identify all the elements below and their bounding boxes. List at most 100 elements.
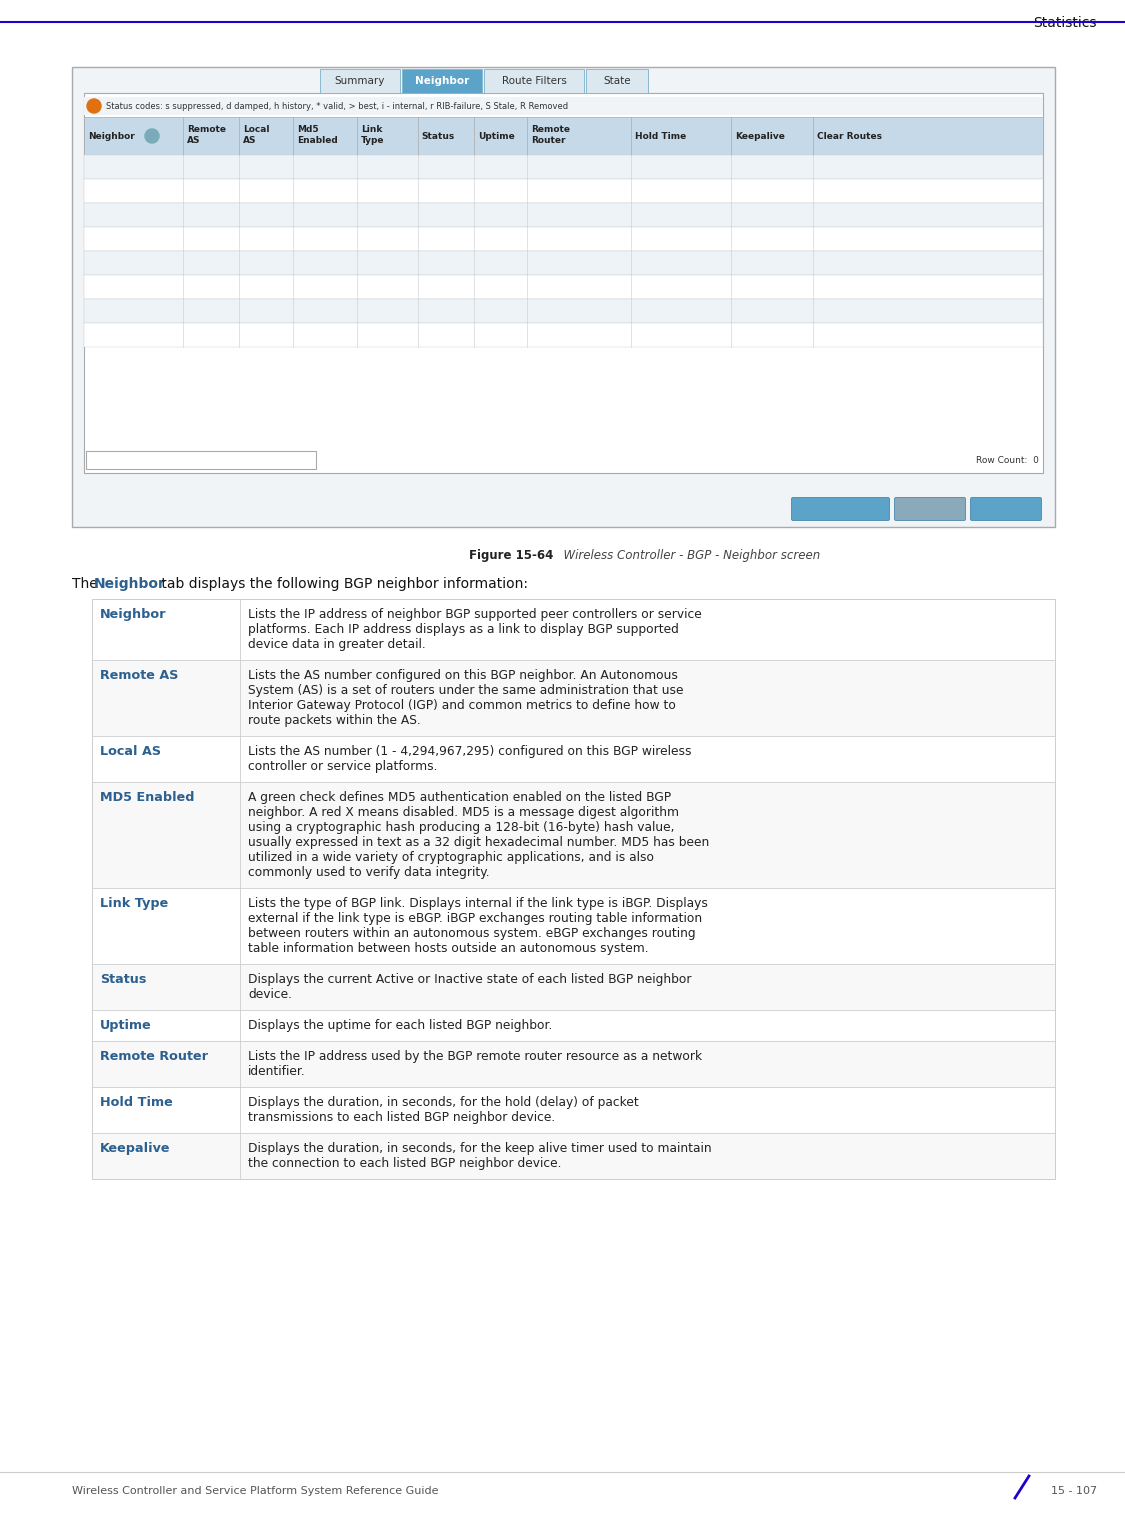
Text: neighbor. A red X means disabled. MD5 is a message digest algorithm: neighbor. A red X means disabled. MD5 is… bbox=[248, 806, 680, 819]
Text: Remote Router: Remote Router bbox=[100, 1050, 208, 1063]
Bar bbox=[92, 1041, 1055, 1088]
Text: route packets within the AS.: route packets within the AS. bbox=[248, 715, 421, 727]
Text: Clear IP BGP: Clear IP BGP bbox=[809, 505, 872, 513]
Text: Wireless Controller and Service Platform System Reference Guide: Wireless Controller and Service Platform… bbox=[72, 1487, 439, 1496]
Text: MD5 Enabled: MD5 Enabled bbox=[100, 790, 195, 804]
Text: AS: AS bbox=[243, 137, 256, 146]
Text: Keepalive: Keepalive bbox=[100, 1142, 171, 1154]
Text: Neighbor: Neighbor bbox=[94, 576, 165, 592]
Text: Hold Time: Hold Time bbox=[100, 1095, 173, 1109]
Text: AS: AS bbox=[187, 137, 200, 146]
Text: State: State bbox=[603, 76, 631, 86]
Circle shape bbox=[145, 129, 159, 143]
Text: Lists the IP address of neighbor BGP supported peer controllers or service: Lists the IP address of neighbor BGP sup… bbox=[248, 608, 702, 620]
Text: Status codes: s suppressed, d damped, h history, * valid, > best, i - internal, : Status codes: s suppressed, d damped, h … bbox=[106, 102, 568, 111]
Bar bbox=[84, 179, 1043, 203]
Text: Enabled: Enabled bbox=[297, 137, 338, 146]
Text: ⊙: ⊙ bbox=[148, 132, 155, 141]
Text: Route Filters: Route Filters bbox=[502, 76, 567, 86]
Text: identifier.: identifier. bbox=[248, 1065, 306, 1079]
Circle shape bbox=[87, 99, 101, 112]
Text: Local: Local bbox=[243, 124, 270, 133]
Text: utilized in a wide variety of cryptographic applications, and is also: utilized in a wide variety of cryptograp… bbox=[248, 851, 654, 865]
Bar bbox=[84, 299, 1043, 323]
Bar bbox=[92, 736, 1055, 781]
Text: Remote: Remote bbox=[187, 124, 226, 133]
Text: Displays the duration, in seconds, for the hold (delay) of packet: Displays the duration, in seconds, for t… bbox=[248, 1095, 639, 1109]
Text: usually expressed in text as a 32 digit hexadecimal number. MD5 has been: usually expressed in text as a 32 digit … bbox=[248, 836, 709, 850]
Bar bbox=[86, 451, 316, 469]
Text: Lists the AS number (1 - 4,294,967,295) configured on this BGP wireless: Lists the AS number (1 - 4,294,967,295) … bbox=[248, 745, 692, 758]
Text: external if the link type is eBGP. iBGP exchanges routing table information: external if the link type is eBGP. iBGP … bbox=[248, 912, 702, 925]
Text: Figure 15-64: Figure 15-64 bbox=[469, 549, 554, 561]
Text: Refresh: Refresh bbox=[987, 505, 1026, 513]
Bar bbox=[84, 117, 1043, 155]
Text: Remote AS: Remote AS bbox=[100, 669, 179, 683]
Text: Displays the uptime for each listed BGP neighbor.: Displays the uptime for each listed BGP … bbox=[248, 1019, 552, 1032]
Text: 15 - 107: 15 - 107 bbox=[1051, 1487, 1097, 1496]
Text: System (AS) is a set of routers under the same administration that use: System (AS) is a set of routers under th… bbox=[248, 684, 684, 696]
Text: platforms. Each IP address displays as a link to display BGP supported: platforms. Each IP address displays as a… bbox=[248, 623, 678, 636]
Bar bbox=[319, 68, 400, 93]
Text: using a cryptographic hash producing a 128-bit (16-byte) hash value,: using a cryptographic hash producing a 1… bbox=[248, 821, 675, 834]
Bar bbox=[84, 323, 1043, 347]
Bar bbox=[484, 68, 584, 93]
Bar bbox=[84, 97, 1043, 115]
Bar bbox=[92, 781, 1055, 887]
FancyBboxPatch shape bbox=[894, 498, 965, 520]
FancyBboxPatch shape bbox=[792, 498, 890, 520]
Bar bbox=[84, 93, 1043, 473]
Bar bbox=[92, 599, 1055, 660]
Bar bbox=[586, 68, 648, 93]
Text: transmissions to each listed BGP neighbor device.: transmissions to each listed BGP neighbo… bbox=[248, 1110, 556, 1124]
Bar bbox=[84, 275, 1043, 299]
Text: Clear Routes: Clear Routes bbox=[817, 132, 882, 141]
Text: Statistics: Statistics bbox=[1034, 17, 1097, 30]
Bar bbox=[84, 228, 1043, 250]
Text: Uptime: Uptime bbox=[100, 1019, 152, 1032]
Text: controller or service platforms.: controller or service platforms. bbox=[248, 760, 438, 774]
Bar bbox=[402, 68, 482, 93]
Text: Link: Link bbox=[361, 124, 382, 133]
Bar bbox=[92, 1088, 1055, 1133]
Text: device data in greater detail.: device data in greater detail. bbox=[248, 639, 425, 651]
Bar bbox=[92, 660, 1055, 736]
Text: Lists the IP address used by the BGP remote router resource as a network: Lists the IP address used by the BGP rem… bbox=[248, 1050, 702, 1063]
Text: commonly used to verify data integrity.: commonly used to verify data integrity. bbox=[248, 866, 489, 878]
Text: Lists the type of BGP link. Displays internal if the link type is iBGP. Displays: Lists the type of BGP link. Displays int… bbox=[248, 897, 708, 910]
Text: Displays the duration, in seconds, for the keep alive timer used to maintain: Displays the duration, in seconds, for t… bbox=[248, 1142, 712, 1154]
Text: Clear AS: Clear AS bbox=[909, 505, 952, 513]
Text: Interior Gateway Protocol (IGP) and common metrics to define how to: Interior Gateway Protocol (IGP) and comm… bbox=[248, 699, 676, 711]
Bar bbox=[92, 1133, 1055, 1179]
Text: Neighbor: Neighbor bbox=[100, 608, 166, 620]
Text: A green check defines MD5 authentication enabled on the listed BGP: A green check defines MD5 authentication… bbox=[248, 790, 672, 804]
Text: Router: Router bbox=[531, 137, 566, 146]
Text: Wireless Controller - BGP - Neighbor screen: Wireless Controller - BGP - Neighbor scr… bbox=[556, 549, 820, 561]
Text: Summary: Summary bbox=[335, 76, 385, 86]
Text: Remote: Remote bbox=[531, 124, 570, 133]
Text: ↓: ↓ bbox=[91, 102, 97, 111]
Bar bbox=[92, 963, 1055, 1010]
Text: tab displays the following BGP neighbor information:: tab displays the following BGP neighbor … bbox=[158, 576, 528, 592]
Text: Displays the current Active or Inactive state of each listed BGP neighbor: Displays the current Active or Inactive … bbox=[248, 972, 692, 986]
Bar bbox=[72, 67, 1055, 526]
Text: between routers within an autonomous system. eBGP exchanges routing: between routers within an autonomous sys… bbox=[248, 927, 695, 941]
Text: Neighbor: Neighbor bbox=[415, 76, 469, 86]
Text: Type to search in tables: Type to search in tables bbox=[92, 455, 199, 464]
Text: Neighbor: Neighbor bbox=[88, 132, 135, 141]
Bar bbox=[84, 155, 1043, 179]
Text: Type: Type bbox=[361, 137, 385, 146]
Bar bbox=[92, 1010, 1055, 1041]
Text: Keepalive: Keepalive bbox=[736, 132, 785, 141]
Text: Local AS: Local AS bbox=[100, 745, 161, 758]
Text: The: The bbox=[72, 576, 102, 592]
Text: Uptime: Uptime bbox=[478, 132, 515, 141]
Text: Link Type: Link Type bbox=[100, 897, 169, 910]
Text: Hold Time: Hold Time bbox=[634, 132, 686, 141]
FancyBboxPatch shape bbox=[971, 498, 1042, 520]
Text: device.: device. bbox=[248, 988, 292, 1001]
Text: Lists the AS number configured on this BGP neighbor. An Autonomous: Lists the AS number configured on this B… bbox=[248, 669, 678, 683]
Text: Row Count:  0: Row Count: 0 bbox=[976, 455, 1040, 464]
Bar bbox=[92, 887, 1055, 963]
Text: Status: Status bbox=[422, 132, 454, 141]
